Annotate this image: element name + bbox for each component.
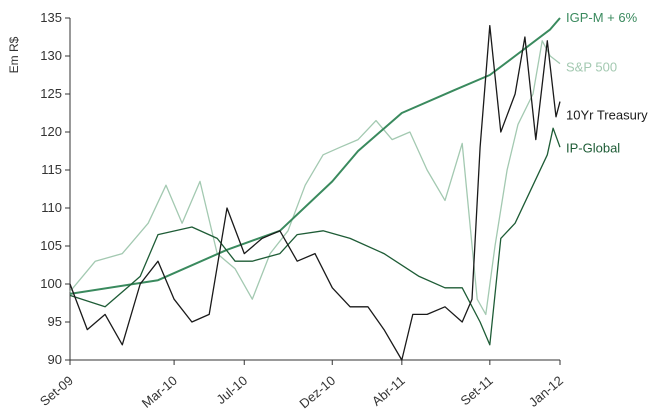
y-tick-label: 120: [40, 124, 62, 139]
x-tick-label: Dez-10: [296, 373, 338, 411]
series-line-s-p-500: [69, 40, 561, 316]
y-tick-label: 125: [40, 86, 62, 101]
series-labels: IGP-M + 6% S&P 500 10Yr Treasury IP-Global: [566, 10, 648, 156]
series-line-10yr-treasury: [69, 24, 561, 361]
x-tick-label: Set-11: [458, 373, 496, 408]
x-tick-label: Mar-10: [139, 373, 180, 411]
series-line-igp-m-6: [69, 17, 561, 295]
y-tick-label: 110: [41, 200, 62, 215]
y-axis: 90 95 100 105 110 115 120 125 130 135: [40, 10, 71, 367]
y-tick-label: 105: [40, 238, 62, 253]
x-tick-label: Jul-10: [213, 373, 250, 407]
series-label-10yr-treasury: 10Yr Treasury: [566, 107, 648, 122]
y-axis-title: Em R$: [7, 36, 21, 73]
y-tick-label: 115: [41, 162, 62, 177]
y-tick-label: 90: [48, 352, 62, 367]
series-label-igp-m-6: IGP-M + 6%: [566, 10, 638, 25]
x-axis: Set-09 Mar-10 Jul-10 Dez-10 Abr-11 Set-11 Jan-…: [37, 359, 566, 411]
series-lines: [69, 17, 561, 361]
series-label-s-p-500: S&P 500: [566, 60, 617, 75]
series-line-ip-global: [69, 127, 561, 346]
y-tick-label: 130: [40, 48, 62, 63]
x-tick-label: Jan-12: [526, 373, 566, 410]
x-tick-label: Set-09: [37, 373, 76, 409]
series-label-ip-global: IP-Global: [566, 141, 620, 156]
x-tick-label: Abr-11: [369, 373, 408, 409]
y-tick-label: 95: [48, 314, 62, 329]
y-tick-label: 135: [40, 10, 62, 25]
y-tick-label: 100: [40, 276, 62, 291]
